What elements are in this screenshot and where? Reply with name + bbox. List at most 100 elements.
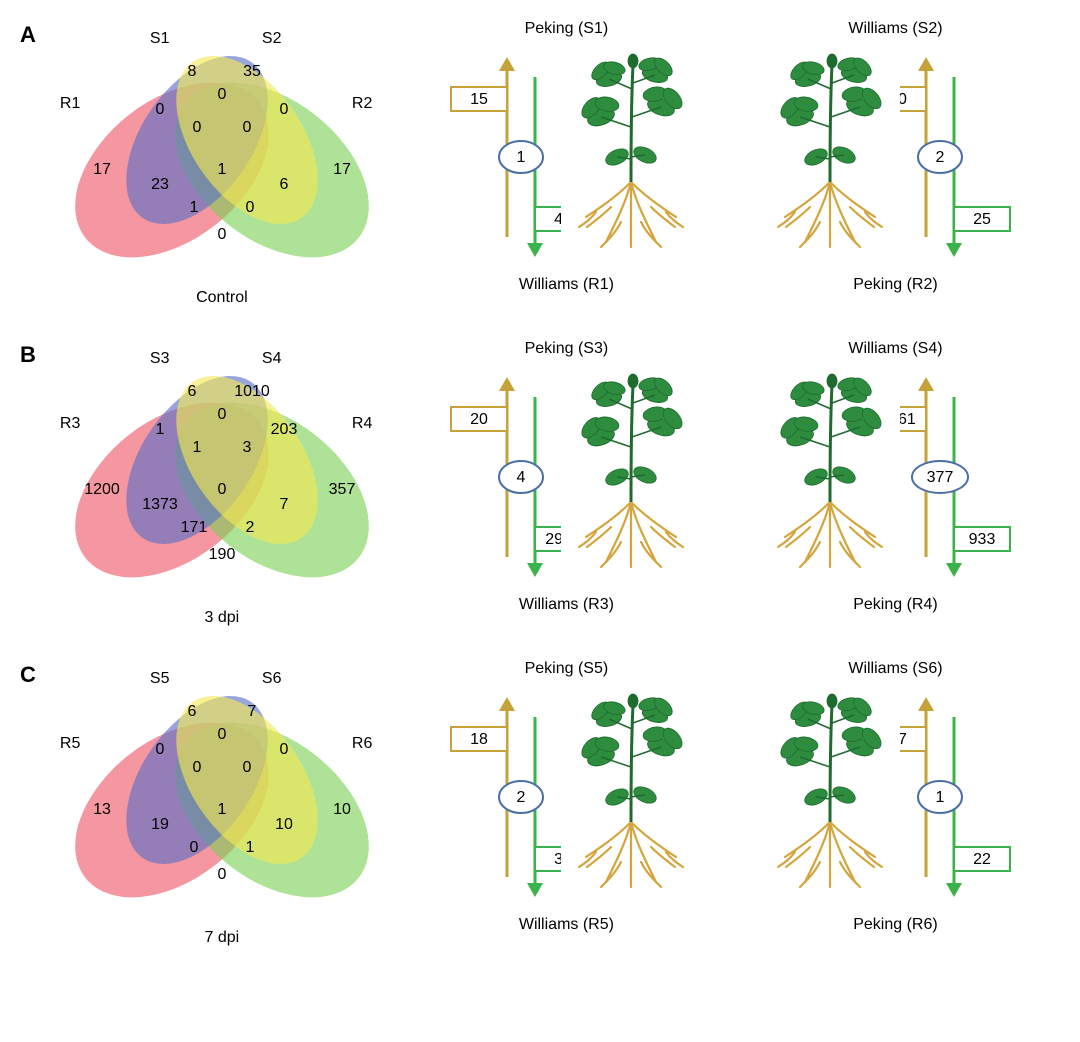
venn-caption: 3 dpi xyxy=(42,609,402,627)
venn-label-R-right: R4 xyxy=(352,415,372,433)
svg-text:0: 0 xyxy=(192,119,201,136)
graft-arrows: 60 2 25 xyxy=(900,42,1030,272)
svg-text:1373: 1373 xyxy=(142,496,178,513)
graft-scion-label: Peking (S3) xyxy=(525,340,609,358)
svg-text:203: 203 xyxy=(271,421,298,438)
plant-icon xyxy=(561,367,701,587)
svg-text:357: 357 xyxy=(329,481,356,498)
panel-letter: A xyxy=(20,22,36,48)
svg-text:0: 0 xyxy=(242,119,251,136)
graft-rootstock-label: Peking (R2) xyxy=(853,276,937,294)
svg-text:25: 25 xyxy=(974,211,992,228)
plant-section: Peking (S3) 20 4 2938 xyxy=(402,340,1060,614)
svg-text:4: 4 xyxy=(517,469,526,486)
svg-text:0: 0 xyxy=(217,726,226,743)
graft-unit: Williams (S4) xyxy=(740,340,1050,614)
svg-text:35: 35 xyxy=(243,63,261,80)
graft-rootstock-label: Williams (R1) xyxy=(519,276,614,294)
venn-container: 1200 6 1010 357 1 0 203 1 3 1373 7 171 2… xyxy=(42,340,402,640)
panel-letter: B xyxy=(20,342,36,368)
svg-text:0: 0 xyxy=(217,481,226,498)
svg-text:0: 0 xyxy=(217,866,226,883)
svg-text:2: 2 xyxy=(245,519,254,536)
svg-text:0: 0 xyxy=(217,406,226,423)
svg-text:19: 19 xyxy=(151,816,169,833)
svg-text:190: 190 xyxy=(209,546,236,563)
panel-C: C 13 6 7 10 0 0 0 0 0 19 10 0 1 1 0 R xyxy=(20,660,1060,960)
svg-text:0: 0 xyxy=(279,101,288,118)
graft-rootstock-label: Peking (R4) xyxy=(853,596,937,614)
svg-text:23: 23 xyxy=(151,176,169,193)
graft-unit: Peking (S1) 15 1 42 xyxy=(411,20,721,294)
venn-label-R-right: R6 xyxy=(352,735,372,753)
svg-text:0: 0 xyxy=(192,759,201,776)
svg-text:0: 0 xyxy=(217,226,226,243)
graft-unit: Peking (S5) 18 2 34 xyxy=(411,660,721,934)
svg-text:22: 22 xyxy=(974,851,992,868)
venn-label-R-right: R2 xyxy=(352,95,372,113)
venn-label-S-right: S6 xyxy=(262,670,282,688)
venn-container: 13 6 7 10 0 0 0 0 0 19 10 0 1 1 0 R5 S5 … xyxy=(42,660,402,960)
svg-text:0: 0 xyxy=(155,101,164,118)
plant-icon xyxy=(561,47,701,267)
svg-text:0: 0 xyxy=(245,199,254,216)
svg-text:2: 2 xyxy=(936,149,945,166)
svg-text:10: 10 xyxy=(333,801,351,818)
svg-text:15: 15 xyxy=(471,91,489,108)
svg-text:13: 13 xyxy=(93,801,111,818)
plant-icon xyxy=(760,367,900,587)
svg-text:10: 10 xyxy=(275,816,293,833)
graft-arrows: 27 1 22 xyxy=(900,682,1030,912)
venn-label-S-right: S4 xyxy=(262,350,282,368)
graft-rootstock-label: Peking (R6) xyxy=(853,916,937,934)
figure-root: A 17 8 35 17 0 0 0 0 0 23 6 1 0 1 0 R xyxy=(20,20,1060,960)
svg-text:1: 1 xyxy=(245,839,254,856)
svg-text:17: 17 xyxy=(93,161,111,178)
venn-label-R-left: R1 xyxy=(60,95,80,113)
svg-text:17: 17 xyxy=(333,161,351,178)
svg-text:18: 18 xyxy=(471,731,489,748)
venn-diagram: 1200 6 1010 357 1 0 203 1 3 1373 7 171 2… xyxy=(42,340,402,600)
svg-text:377: 377 xyxy=(927,469,954,486)
graft-unit: Peking (S3) 20 4 2938 xyxy=(411,340,721,614)
svg-text:7: 7 xyxy=(247,703,256,720)
svg-text:1: 1 xyxy=(192,439,201,456)
graft-scion-label: Williams (S4) xyxy=(848,340,942,358)
svg-text:3: 3 xyxy=(242,439,251,456)
svg-text:34: 34 xyxy=(555,851,562,868)
svg-text:20: 20 xyxy=(471,411,489,428)
venn-label-S-left: S5 xyxy=(150,670,170,688)
graft-rootstock-label: Williams (R3) xyxy=(519,596,614,614)
svg-text:933: 933 xyxy=(969,531,996,548)
panel-letter: C xyxy=(20,662,36,688)
svg-text:0: 0 xyxy=(189,839,198,856)
svg-text:1: 1 xyxy=(936,789,945,806)
venn-caption: 7 dpi xyxy=(42,929,402,947)
graft-scion-label: Williams (S2) xyxy=(848,20,942,38)
graft-unit: Williams (S6) xyxy=(740,660,1050,934)
svg-text:171: 171 xyxy=(181,519,208,536)
graft-arrows: 15 1 42 xyxy=(431,42,561,272)
svg-text:7: 7 xyxy=(279,496,288,513)
svg-text:1: 1 xyxy=(189,199,198,216)
plant-icon xyxy=(760,687,900,907)
svg-text:60: 60 xyxy=(900,91,907,108)
svg-text:42: 42 xyxy=(555,211,562,228)
graft-unit: Williams (S2) xyxy=(740,20,1050,294)
graft-scion-label: Williams (S6) xyxy=(848,660,942,678)
svg-text:2761: 2761 xyxy=(900,411,916,428)
graft-arrows: 20 4 2938 xyxy=(431,362,561,592)
venn-caption: Control xyxy=(42,289,402,307)
venn-diagram: 13 6 7 10 0 0 0 0 0 19 10 0 1 1 0 xyxy=(42,660,402,920)
plant-section: Peking (S1) 15 1 42 xyxy=(402,20,1060,294)
venn-label-S-left: S1 xyxy=(150,30,170,48)
panel-B: B 1200 6 1010 357 1 0 203 1 3 1373 7 171… xyxy=(20,340,1060,640)
venn-label-S-left: S3 xyxy=(150,350,170,368)
panel-A: A 17 8 35 17 0 0 0 0 0 23 6 1 0 1 0 R xyxy=(20,20,1060,320)
svg-text:2938: 2938 xyxy=(546,531,562,548)
venn-label-R-left: R3 xyxy=(60,415,80,433)
svg-text:1200: 1200 xyxy=(84,481,120,498)
svg-text:0: 0 xyxy=(217,86,226,103)
svg-text:1: 1 xyxy=(217,801,226,818)
graft-scion-label: Peking (S5) xyxy=(525,660,609,678)
